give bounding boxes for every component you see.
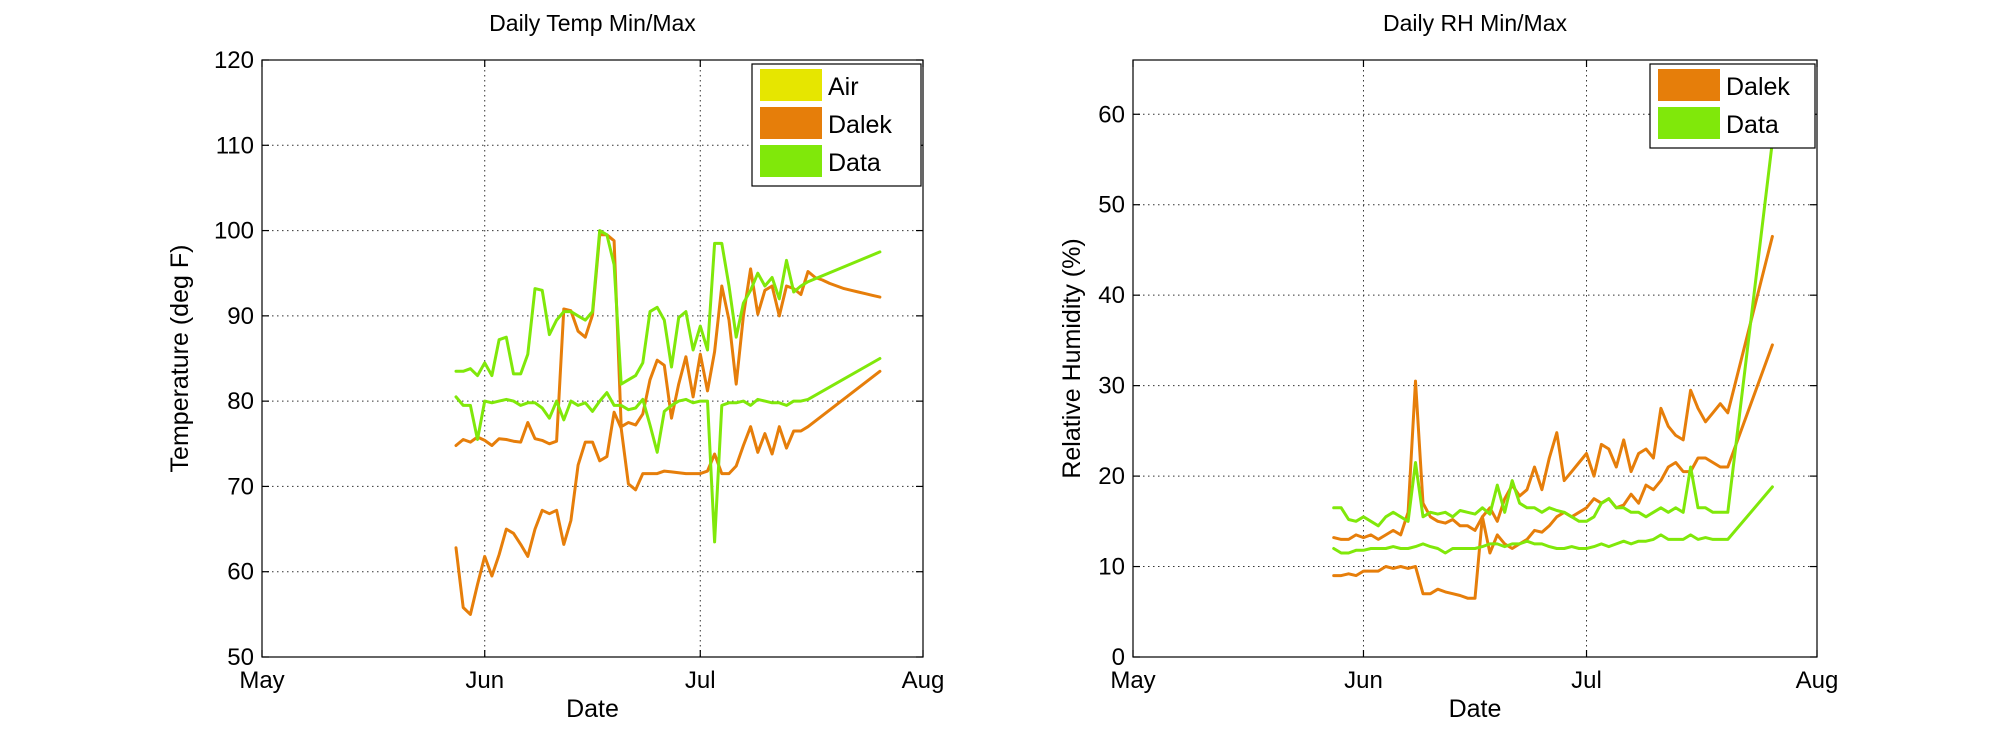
series-data-line-2 (454, 357, 882, 544)
x-tick-label: May (239, 667, 284, 694)
chart-temperature: Daily Temp Min/Max May Jun Jul Aug 50 60 70 80 9… (166, 10, 944, 723)
y-tick-label: 50 (227, 644, 254, 671)
y-tick-label: 60 (227, 559, 254, 586)
y-tick-label: 80 (227, 388, 254, 415)
y-tick-label: 60 (1098, 101, 1125, 128)
y-tick-label: 70 (227, 473, 254, 500)
y-tick-label: 50 (1098, 192, 1125, 219)
chart-humidity: Daily RH Min/Max May Jun Jul Aug 0 10 20 30 40 50… (1058, 10, 1838, 723)
legend-label-data: Data (828, 149, 881, 177)
legend-label-air: Air (828, 73, 859, 101)
series-data-line-2 (1332, 485, 1774, 555)
plot-area (1133, 60, 1817, 657)
series-dalek-line-2 (1332, 343, 1774, 600)
legend-label-dalek: Dalek (828, 111, 892, 139)
legend-swatch-dalek (760, 107, 822, 139)
x-tick-label: Jul (685, 667, 716, 694)
y-tick-label: 30 (1098, 373, 1125, 400)
y-axis-label: Temperature (deg F) (166, 245, 194, 473)
y-tick-label: 0 (1112, 644, 1125, 671)
y-tick-label: 10 (1098, 554, 1125, 581)
tick-labels: May Jun Jul Aug 50 60 70 80 90 100 110 120 (214, 47, 944, 694)
y-tick-label: 90 (227, 303, 254, 330)
x-tick-label: Aug (1796, 667, 1839, 694)
series-dalek-line-2 (454, 369, 882, 616)
legend-swatch-air (760, 69, 822, 101)
plot-frame (1132, 59, 1818, 658)
tick-labels: May Jun Jul Aug 0 10 20 30 40 50 60 (1098, 60, 1838, 694)
legend-label-dalek: Dalek (1726, 73, 1790, 101)
series-group (1332, 139, 1774, 600)
y-axis-label: Relative Humidity (%) (1058, 238, 1086, 478)
legend-swatch-data (760, 145, 822, 177)
legend: Dalek Data (1649, 63, 1816, 149)
legend: Air Dalek Data (751, 63, 922, 187)
y-tick-label: 100 (214, 218, 254, 245)
legend-swatch-dalek (1658, 69, 1720, 101)
y-tick-label: 120 (214, 47, 254, 74)
series-group (454, 229, 882, 616)
legend-label-data: Data (1726, 111, 1779, 139)
y-tick-label: 110 (216, 132, 254, 159)
y-tick-label: 20 (1098, 463, 1125, 490)
x-tick-label: Jun (1344, 667, 1383, 694)
series-data-line-1 (1332, 139, 1774, 528)
chart-title: Daily RH Min/Max (1383, 10, 1568, 36)
series-dalek-line-1 (1332, 234, 1774, 541)
series-data-line-1 (454, 229, 882, 386)
x-tick-label: Aug (902, 667, 945, 694)
x-axis-label: Date (566, 695, 619, 723)
x-tick-label: Jun (465, 667, 504, 694)
x-tick-label: Jul (1571, 667, 1602, 694)
x-axis-label: Date (1449, 695, 1502, 723)
x-tick-label: May (1110, 667, 1155, 694)
y-tick-label: 40 (1098, 282, 1125, 309)
plot-frame (261, 59, 924, 658)
chart-title: Daily Temp Min/Max (489, 10, 696, 36)
legend-swatch-data (1658, 107, 1720, 139)
series-dalek-line-1 (454, 233, 882, 447)
